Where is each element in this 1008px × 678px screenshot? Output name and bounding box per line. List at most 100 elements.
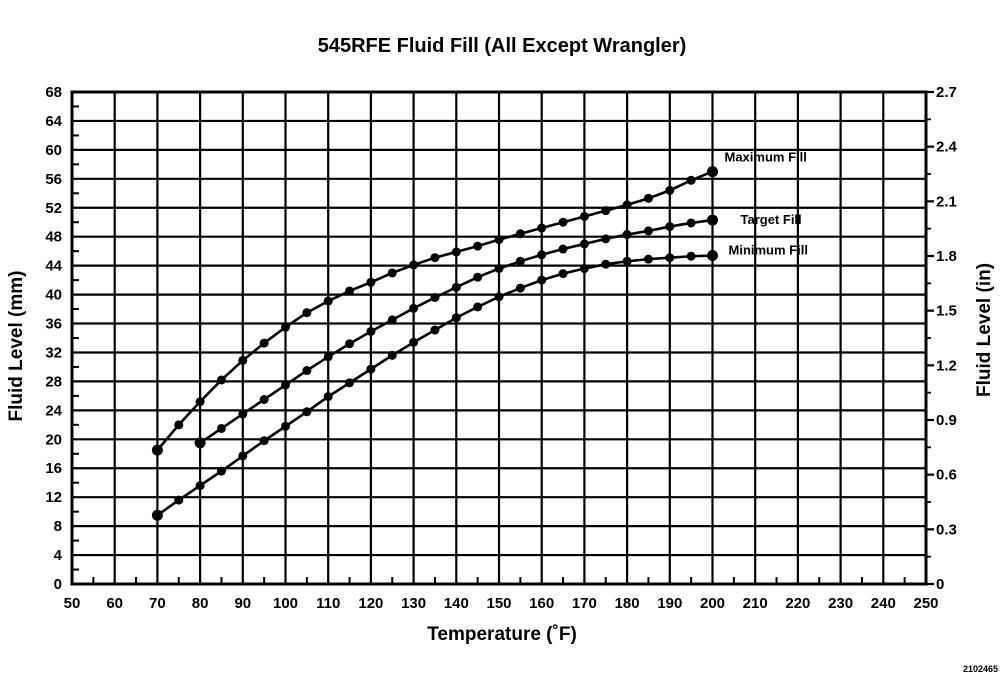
grid [70,90,928,586]
data-point [174,495,184,505]
data-point [151,509,163,521]
data-point [430,292,440,302]
y-tick-label: 28 [45,373,62,390]
data-point [643,193,653,203]
data-point [259,436,269,446]
figure-id: 2102465 [963,664,998,674]
x-axis: 50 60 70 80 90 100 110 120 130 140 150 160 170 180 190… [64,595,939,612]
data-point [451,247,461,257]
x-tick-label: 120 [358,595,383,612]
data-point [686,251,696,261]
x-tick-label: 90 [234,595,251,612]
x-tick-label: 140 [444,595,469,612]
data-point [281,322,290,332]
y2-tick-label: 0.9 [936,412,957,429]
data-point [643,254,653,264]
data-point [323,392,333,402]
y2-tick-label: 0.3 [936,521,957,538]
data-point [387,315,397,325]
y2-axis-label: Fluid Level (in) [974,263,995,397]
y-tick-label: 4 [54,547,63,564]
data-point [216,375,226,385]
x-tick-label: 170 [572,595,597,612]
data-point [665,185,675,195]
y2-tick-label: 2.1 [936,193,957,210]
y-tick-label: 56 [45,171,62,188]
data-point [195,481,205,491]
y-axis-label: Fluid Level (mm) [6,271,27,422]
data-point [707,214,718,226]
data-point [259,395,269,404]
data-point [579,239,589,249]
data-point [579,264,589,274]
data-point [537,250,547,260]
y-tick-label: 20 [45,431,62,448]
data-point [238,451,248,461]
data-point [579,211,589,221]
data-point [366,277,376,287]
series-minimum-fill: Minimum Fill [151,243,808,521]
data-point [643,226,653,236]
y-tick-label: 68 [45,84,62,101]
data-point [451,282,461,292]
data-point [216,466,226,476]
data-point [194,437,206,449]
x-tick-label: 150 [486,595,511,612]
data-point [665,253,675,263]
y-tick-label: 16 [45,460,62,477]
x-tick-label: 240 [871,595,896,612]
y2-tick-label: 0.6 [936,467,957,484]
data-point [387,268,397,278]
data-point [323,296,333,306]
data-point [281,380,290,390]
data-point [686,218,696,228]
x-tick-label: 50 [64,595,81,612]
data-point [558,244,568,254]
chart-title: 545RFE Fluid Fill (All Except Wrangler) [318,35,687,57]
data-point [601,206,611,216]
y-tick-label: 48 [45,229,62,246]
data-point [345,339,355,349]
y-tick-label: 12 [45,489,62,506]
series-layer: Maximum Fill Target Fill Minimum Fill [151,150,808,521]
x-tick-label: 230 [828,595,853,612]
x-axis-label: Temperature (˚F) [427,624,577,645]
x-tick-label: 200 [700,595,725,612]
x-tick-label: 110 [316,595,340,612]
data-point [151,444,163,456]
data-point [494,235,504,245]
data-point [473,272,483,282]
data-point [537,223,547,233]
data-point [302,366,312,376]
series-label: Maximum Fill [725,150,807,165]
data-point [259,338,269,348]
y-tick-label: 24 [45,402,62,419]
data-point [409,303,419,313]
series-maximum-fill: Maximum Fill [151,150,807,456]
x-tick-label: 220 [785,595,810,612]
x-tick-label: 60 [106,595,123,612]
data-point [686,175,696,185]
data-point [366,364,376,374]
data-point [515,256,525,266]
data-point [665,222,675,232]
data-point [366,326,376,336]
y-tick-label: 8 [54,518,62,535]
x-tick-label: 250 [913,595,938,612]
data-point [302,407,312,417]
data-point [622,256,632,266]
x-tick-label: 70 [149,595,166,612]
data-point [622,200,632,210]
x-tick-label: 160 [529,595,554,612]
x-tick-label: 100 [273,595,298,612]
data-point [430,325,440,335]
y-tick-label: 60 [45,142,62,159]
data-point [494,292,504,302]
x-tick-label: 210 [743,595,768,612]
y2-tick-label: 2.4 [936,139,958,156]
data-point [238,355,248,365]
data-point [323,352,333,362]
y2-tick-label: 0 [936,576,944,593]
